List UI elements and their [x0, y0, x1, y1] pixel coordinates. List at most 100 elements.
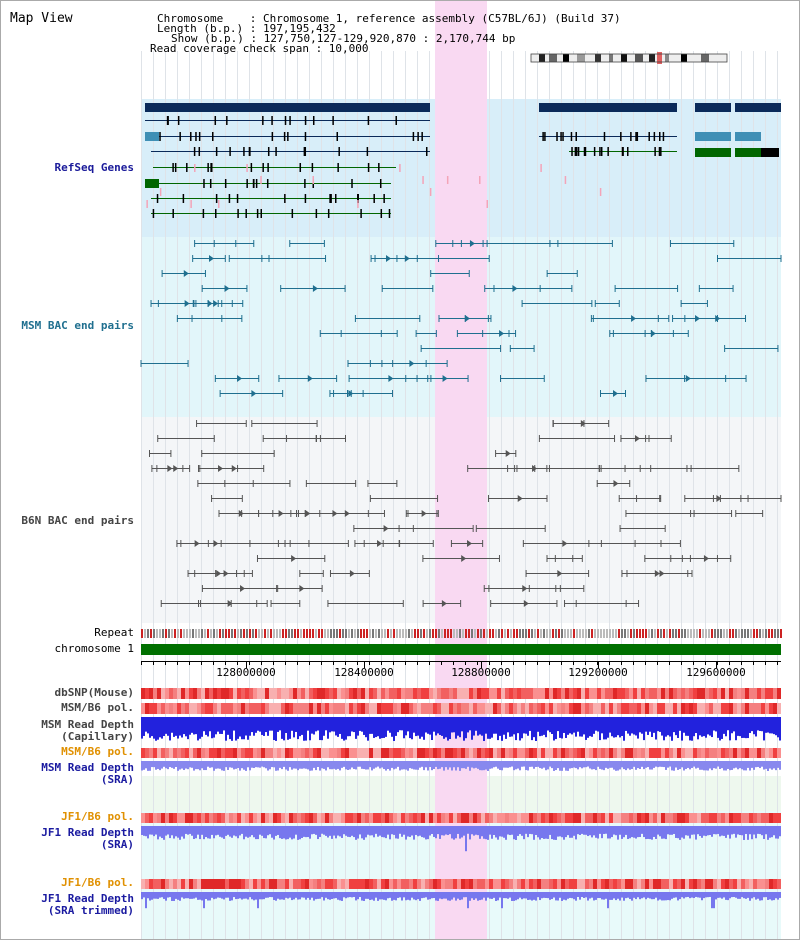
track-label-msm-bac[interactable]: MSM BAC end pairs: [21, 319, 134, 332]
msm-sra-depth: [427, 761, 429, 771]
msm-sra-depth: [761, 761, 763, 767]
jf1-sra-depth: [687, 826, 689, 836]
repeat-mark: [741, 629, 743, 638]
dbsnp-cell: [477, 688, 481, 699]
jf1-trimmed-depth: [151, 892, 153, 900]
repeat-mark: [477, 629, 479, 638]
msm-capillary-depth: [503, 717, 505, 735]
dbsnp-cell: [269, 688, 273, 699]
msm-capillary-depth: [719, 717, 721, 741]
msm-sra-depth: [715, 761, 717, 769]
msm-sra-depth: [281, 761, 283, 770]
dbsnp-cell: [233, 688, 237, 699]
jf1-pol-cell: [417, 813, 421, 823]
track-label-msm-b6-pol-2[interactable]: MSM/B6 pol.: [61, 745, 134, 758]
jf1-trimmed-depth: [763, 892, 765, 898]
jf1-pol-cell: [693, 813, 697, 823]
jf1-trimmed-depth: [709, 892, 711, 897]
msm-sra-depth: [459, 761, 461, 771]
track-label-jf1-depth[interactable]: JF1 Read Depth: [41, 826, 134, 839]
msm-pol-cell: [385, 748, 389, 758]
gene-exon: [337, 163, 339, 172]
jf1-trimmed-depth: [315, 892, 317, 900]
track-label-refseq[interactable]: RefSeq Genes: [54, 161, 134, 174]
jf1-trimmed-depth: [193, 892, 195, 899]
jf1-sra-depth: [257, 826, 259, 840]
msm-sra-depth: [475, 761, 477, 768]
track-label-msm-depth-sra[interactable]: MSM Read Depth: [41, 761, 134, 774]
track-label-b6n-bac[interactable]: B6N BAC end pairs: [21, 514, 134, 527]
jf1-pol-cell: [585, 813, 589, 823]
gene-exon: [312, 116, 315, 125]
jf1-sra-depth: [707, 826, 709, 836]
jf1-sra-depth: [221, 826, 223, 838]
msm-pol-cell: [769, 748, 773, 758]
msm-capillary-depth: [191, 717, 193, 733]
jf1-sra-depth: [685, 826, 687, 836]
msm-capillary-depth: [775, 717, 777, 736]
jf1-pol-cell: [613, 879, 617, 889]
msm-bac-pair-arrow: [512, 285, 518, 292]
jf1-sra-depth: [327, 826, 329, 838]
jf1-trimmed-depth: [577, 892, 579, 897]
msm-sra-depth: [327, 761, 329, 768]
dbsnp-cell: [329, 688, 333, 699]
jf1-sra-depth: [345, 826, 347, 836]
msm-pol-cell: [413, 703, 417, 714]
msm-sra-depth: [255, 761, 257, 768]
dbsnp-cell: [381, 688, 385, 699]
jf1-trimmed-depth: [531, 892, 533, 901]
track-label-dbsnp[interactable]: dbSNP(Mouse): [54, 686, 134, 699]
jf1-sra-depth: [431, 826, 433, 834]
jf1-pol-cell: [193, 879, 197, 889]
msm-pol-cell: [301, 748, 305, 758]
jf1-trimmed-depth: [293, 892, 295, 900]
msm-sra-depth: [185, 761, 187, 769]
dbsnp-cell: [337, 688, 341, 699]
jf1-pol-cell: [297, 879, 301, 889]
track-label-jf1-pol[interactable]: JF1/B6 pol.: [61, 810, 134, 823]
track-label-msm-depth-cap[interactable]: MSM Read Depth: [41, 718, 134, 731]
msm-capillary-depth: [189, 717, 191, 735]
jf1-pol-cell: [285, 879, 289, 889]
jf1-trimmed-depth: [541, 892, 543, 899]
jf1-sra-depth: [453, 826, 455, 840]
msm-capillary-depth: [589, 717, 591, 737]
jf1-trimmed-depth: [189, 892, 191, 899]
jf1-pol-cell: [737, 813, 741, 823]
repeat-mark: [543, 629, 545, 638]
repeat-mark: [192, 629, 194, 638]
jf1-trimmed-depth: [363, 892, 365, 901]
jf1-trimmed-depth: [141, 892, 143, 900]
track-label-msm-b6-pol[interactable]: MSM/B6 pol.: [61, 701, 134, 714]
jf1-trimmed-depth: [395, 892, 397, 901]
jf1-pol-cell: [481, 813, 485, 823]
msm-pol-cell: [157, 748, 161, 758]
jf1-trimmed-depth: [237, 892, 239, 899]
track-label-jf1-trimmed[interactable]: JF1 Read Depth: [41, 892, 134, 905]
msm-pol-cell: [525, 748, 529, 758]
msm-capillary-depth: [291, 717, 293, 731]
track-label-repeat[interactable]: Repeat: [94, 626, 134, 639]
dbsnp-cell: [221, 688, 225, 699]
msm-sra-depth: [559, 761, 561, 771]
gene-exon: [236, 194, 239, 203]
msm-sra-depth: [749, 761, 751, 771]
jf1-sra-depth: [233, 826, 235, 836]
jf1-sra-depth: [167, 826, 169, 835]
track-label-chromosome[interactable]: chromosome 1: [54, 642, 134, 655]
msm-capillary-depth: [543, 717, 545, 735]
msm-sra-depth: [617, 761, 619, 771]
msm-capillary-depth: [443, 717, 445, 739]
jf1-sra-depth: [601, 826, 603, 839]
msm-capillary-depth: [213, 717, 215, 738]
jf1-trimmed-depth: [397, 892, 399, 898]
jf1-pol-cell: [681, 879, 685, 889]
track-label-jf1-pol-2[interactable]: JF1/B6 pol.: [61, 876, 134, 889]
msm-sra-depth: [519, 761, 521, 771]
msm-pol-cell: [497, 703, 501, 714]
repeat-mark: [147, 629, 149, 638]
msm-capillary-depth: [501, 717, 503, 741]
jf1-trimmed-depth: [667, 892, 669, 901]
